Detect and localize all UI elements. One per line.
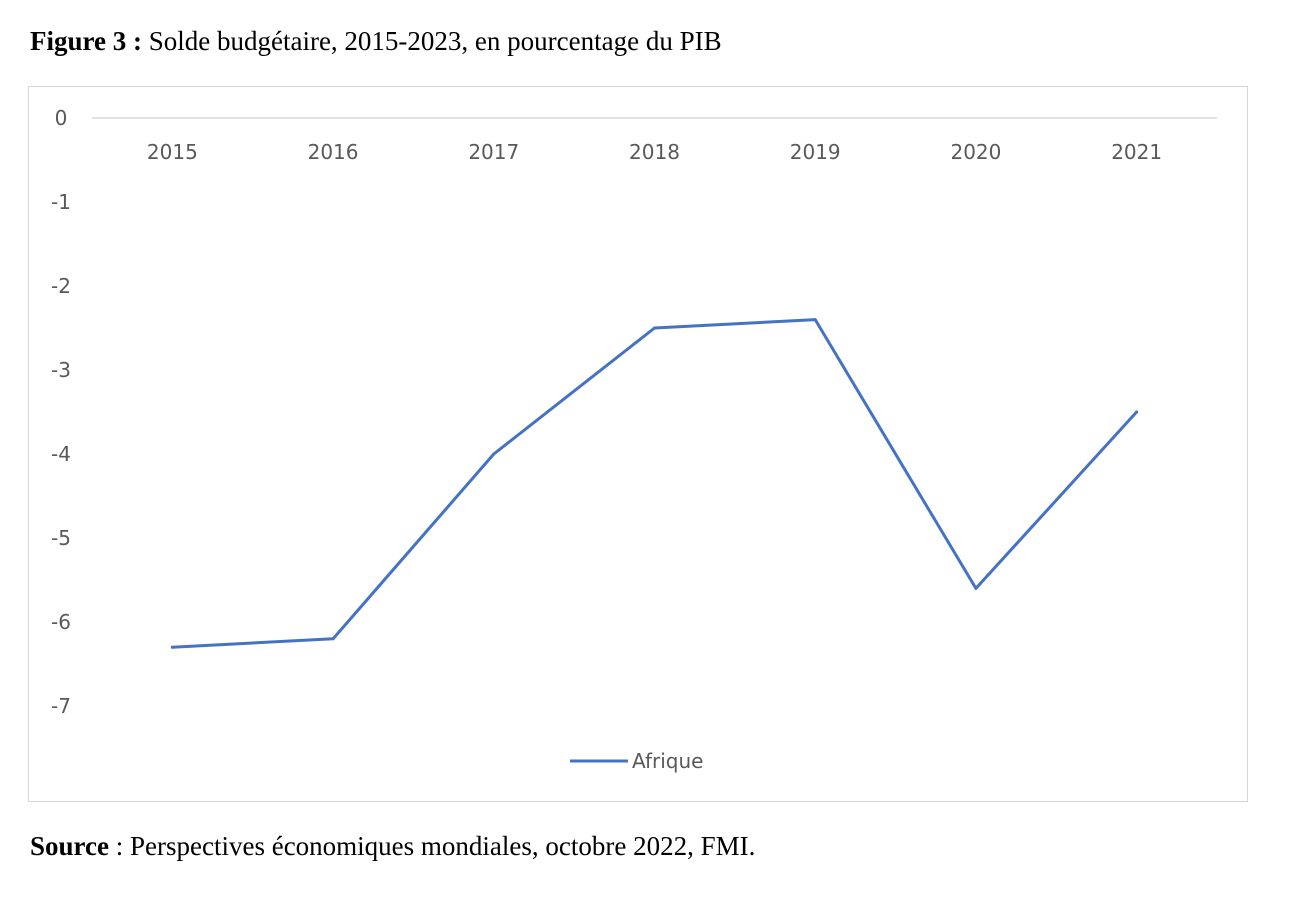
figure-title: Solde budgétaire, 2015-2023, en pourcent… (148, 26, 722, 56)
data-point (974, 586, 978, 590)
x-tick-label: 2021 (1111, 140, 1162, 164)
chart-area: 0 -1 -2 -3 -4 -5 -6 -7 2015 2016 2017 2018 2019 2020 2… (28, 86, 1248, 802)
y-tick-label: -2 (51, 274, 71, 298)
y-tick-label: -1 (51, 190, 71, 214)
figure-caption: Figure 3 : Solde budgétaire, 2015-2023, … (30, 26, 722, 57)
y-tick-label: -5 (51, 526, 71, 550)
x-tick-label: 2017 (468, 140, 519, 164)
y-tick-label: -4 (51, 442, 71, 466)
data-point (653, 326, 656, 330)
y-tick-label: -3 (51, 358, 71, 382)
legend: Afrique (570, 749, 703, 773)
x-tick-label: 2018 (629, 140, 680, 164)
x-tick-label: 2015 (147, 140, 198, 164)
series-line-afrique (170, 318, 1139, 649)
figure-label: Figure 3 : (30, 26, 142, 56)
source-label: Source (30, 831, 109, 861)
legend-label: Afrique (632, 749, 703, 773)
line-chart: 0 -1 -2 -3 -4 -5 -6 -7 2015 2016 2017 2018 2019 2020 2… (51, 106, 1217, 773)
x-tick-label: 2019 (790, 140, 841, 164)
data-point (170, 645, 174, 649)
data-point (813, 318, 817, 322)
y-tick-label: -7 (51, 694, 71, 718)
x-tick-label: 2020 (950, 140, 1001, 164)
x-tick-label: 2016 (308, 140, 359, 164)
source-text: : Perspectives économiques mondiales, oc… (109, 831, 756, 861)
y-tick-label: 0 (55, 106, 68, 130)
data-point (331, 637, 335, 641)
data-point (492, 452, 496, 456)
source-caption: Source : Perspectives économiques mondia… (30, 831, 755, 862)
data-point (1135, 410, 1139, 414)
y-tick-label: -6 (51, 610, 71, 634)
